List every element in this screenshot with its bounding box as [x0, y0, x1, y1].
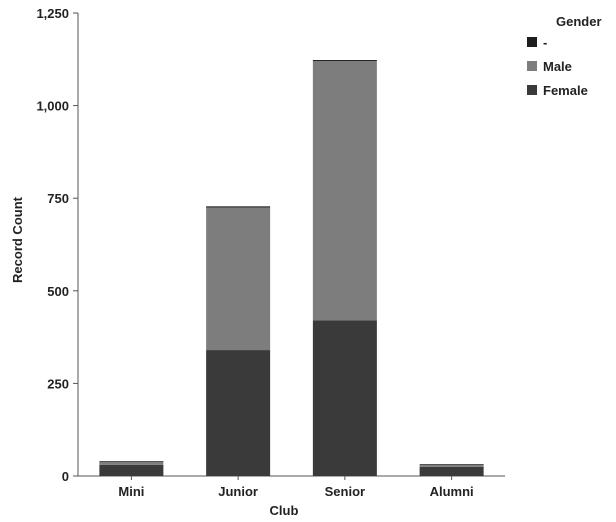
- x-tick-label: Junior: [218, 484, 258, 499]
- bar-segment-senior-female: [312, 320, 377, 476]
- y-axis-title: Record Count: [10, 196, 25, 283]
- bar-segment-mini-dash: [99, 461, 164, 462]
- legend-swatch-dash: [527, 37, 537, 47]
- x-axis-title: Club: [270, 503, 299, 518]
- bar-segment-alumni-male: [419, 464, 484, 467]
- x-tick-label: Alumni: [430, 484, 474, 499]
- legend: Gender - Male Female: [527, 14, 602, 98]
- bar-segment-junior-male: [206, 207, 271, 351]
- y-tick-label: 250: [47, 376, 69, 391]
- y-tick-label: 1,250: [36, 6, 69, 21]
- legend-title: Gender: [556, 14, 602, 29]
- legend-swatch-female: [527, 85, 537, 95]
- x-axis-tick-labels: Mini Junior Senior Alumni: [118, 476, 474, 499]
- bar-segment-senior-male: [312, 61, 377, 321]
- bar-segment-senior-dash: [312, 60, 377, 62]
- y-tick-label: 500: [47, 284, 69, 299]
- legend-swatch-male: [527, 61, 537, 71]
- legend-label-female: Female: [543, 83, 588, 98]
- y-tick-label: 750: [47, 191, 69, 206]
- bar-segment-mini-female: [99, 464, 164, 476]
- bars-group: [99, 60, 484, 476]
- bar-segment-junior-female: [206, 350, 271, 476]
- bar-segment-junior-dash: [206, 206, 271, 208]
- bar-segment-alumni-dash: [419, 464, 484, 465]
- bar-segment-mini-male: [99, 461, 164, 465]
- legend-label-male: Male: [543, 59, 572, 74]
- y-tick-label: 1,000: [36, 99, 69, 114]
- x-tick-label: Mini: [118, 484, 144, 499]
- x-tick-label: Senior: [325, 484, 365, 499]
- y-tick-label: 0: [62, 469, 69, 484]
- bar-segment-alumni-female: [419, 466, 484, 476]
- legend-label-dash: -: [543, 35, 547, 50]
- y-axis-ticks: 0 250 500 750 1,000 1,250: [36, 6, 78, 484]
